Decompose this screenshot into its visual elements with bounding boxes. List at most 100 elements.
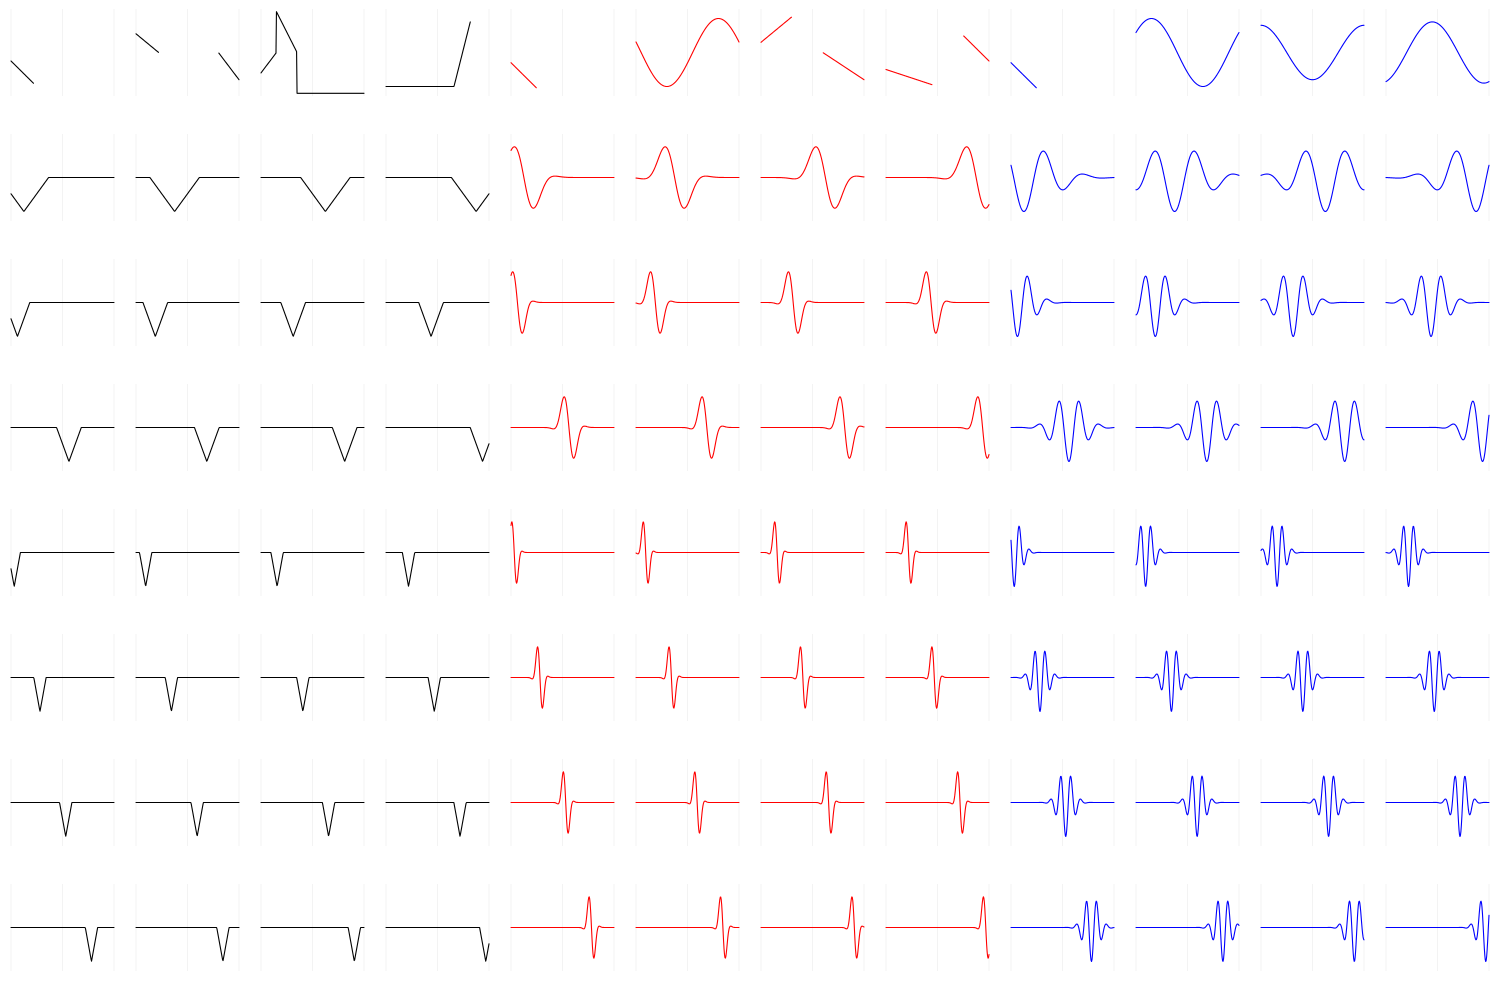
panel-meyer_block-r2-c8 (1010, 259, 1115, 346)
panel-meyer_block-r6-c11 (1385, 759, 1490, 846)
panel-haar_block-r5-c0 (10, 634, 115, 721)
panel-haar_block-r0-c3 (385, 9, 490, 96)
basis-trace (385, 551, 490, 587)
basis-trace (135, 676, 240, 712)
panel-haar_block-r1-c3 (385, 134, 490, 221)
panel-haar_block-r6-c0 (10, 759, 115, 846)
basis-trace (1260, 525, 1365, 587)
panel-haar_block-r7-c3 (385, 884, 490, 971)
basis-trace (1260, 400, 1365, 463)
panel-daubechies_block-r0-c7 (885, 9, 990, 96)
basis-trace (510, 646, 615, 709)
panel-haar_block-r7-c1 (135, 884, 240, 971)
basis-trace (1135, 775, 1240, 837)
panel-haar_block-r6-c1 (135, 759, 240, 846)
panel-meyer_block-r1-c11 (1385, 134, 1490, 221)
panel-meyer_block-r1-c8 (1010, 134, 1115, 221)
basis-trace (1135, 525, 1240, 587)
panel-daubechies_block-r4-c7 (885, 509, 990, 596)
panel-daubechies_block-r5-c7 (885, 634, 990, 721)
panel-haar_block-r7-c2 (260, 884, 365, 971)
panel-daubechies_block-r6-c6 (760, 759, 865, 846)
basis-trace (635, 396, 740, 459)
basis-trace (1010, 525, 1115, 588)
basis-trace (1260, 775, 1365, 837)
basis-trace (385, 176, 490, 212)
panel-haar_block-r0-c1 (135, 9, 240, 96)
basis-trace (635, 646, 740, 709)
panel-daubechies_block-r6-c4 (510, 759, 615, 846)
panel-daubechies_block-r6-c7 (885, 759, 990, 846)
panel-meyer_block-r2-c10 (1260, 259, 1365, 346)
basis-trace (385, 801, 490, 837)
basis-trace (385, 301, 490, 337)
basis-trace (510, 521, 615, 584)
panel-daubechies_block-r2-c7 (885, 259, 990, 346)
basis-trace (760, 16, 865, 81)
panel-haar_block-r3-c1 (135, 384, 240, 471)
panel-haar_block-r3-c2 (260, 384, 365, 471)
basis-trace (1385, 150, 1490, 213)
panel-daubechies_block-r4-c4 (510, 509, 615, 596)
panel-daubechies_block-r4-c5 (635, 509, 740, 596)
basis-trace (760, 896, 865, 959)
basis-trace (1385, 400, 1490, 463)
basis-trace (885, 646, 990, 709)
basis-trace (1010, 62, 1037, 89)
basis-trace (1135, 400, 1240, 463)
basis-trace (510, 771, 615, 834)
panel-haar_block-r2-c0 (10, 259, 115, 346)
basis-trace (885, 35, 990, 86)
panel-meyer_block-r6-c10 (1260, 759, 1365, 846)
panel-meyer_block-r4-c11 (1385, 509, 1490, 596)
basis-trace (510, 62, 537, 89)
panel-daubechies_block-r7-c4 (510, 884, 615, 971)
basis-trace (635, 771, 740, 834)
panel-meyer_block-r7-c9 (1135, 884, 1240, 971)
basis-trace (885, 271, 990, 334)
panel-haar_block-r4-c2 (260, 509, 365, 596)
basis-trace (1385, 900, 1490, 963)
basis-trace (635, 521, 740, 584)
basis-trace (885, 146, 990, 209)
panel-daubechies_block-r3-c6 (760, 384, 865, 471)
panel-daubechies_block-r1-c5 (635, 134, 740, 221)
basis-trace (1260, 275, 1365, 338)
basis-trace (510, 396, 615, 459)
panel-meyer_block-r3-c10 (1260, 384, 1365, 471)
panel-haar_block-r6-c2 (260, 759, 365, 846)
panel-meyer_block-r2-c9 (1135, 259, 1240, 346)
basis-trace (260, 676, 365, 712)
basis-trace (1260, 650, 1365, 712)
basis-trace (635, 17, 740, 88)
basis-trace (635, 896, 740, 959)
panel-haar_block-r1-c0 (10, 134, 115, 221)
basis-trace (135, 33, 240, 81)
panel-daubechies_block-r1-c6 (760, 134, 865, 221)
panel-meyer_block-r1-c10 (1260, 134, 1365, 221)
panel-meyer_block-r5-c9 (1135, 634, 1240, 721)
panel-daubechies_block-r2-c4 (510, 259, 615, 346)
basis-trace (1260, 900, 1365, 962)
basis-trace (760, 146, 865, 209)
basis-trace (1010, 400, 1115, 463)
panel-daubechies_block-r1-c7 (885, 134, 990, 221)
basis-trace (760, 771, 865, 834)
basis-trace (885, 396, 990, 459)
basis-trace (885, 771, 990, 834)
basis-trace (260, 301, 365, 337)
panel-meyer_block-r1-c9 (1135, 134, 1240, 221)
panel-haar_block-r0-c2 (260, 9, 365, 96)
basis-trace (1135, 650, 1240, 712)
panel-meyer_block-r5-c10 (1260, 634, 1365, 721)
panel-haar_block-r1-c2 (260, 134, 365, 221)
basis-trace (1135, 17, 1240, 88)
panel-haar_block-r2-c3 (385, 259, 490, 346)
panel-meyer_block-r7-c10 (1260, 884, 1365, 971)
basis-trace (10, 551, 115, 587)
panel-meyer_block-r3-c8 (1010, 384, 1115, 471)
panel-meyer_block-r3-c9 (1135, 384, 1240, 471)
panel-daubechies_block-r6-c5 (635, 759, 740, 846)
panel-meyer_block-r7-c11 (1385, 884, 1490, 971)
basis-trace (10, 301, 115, 337)
